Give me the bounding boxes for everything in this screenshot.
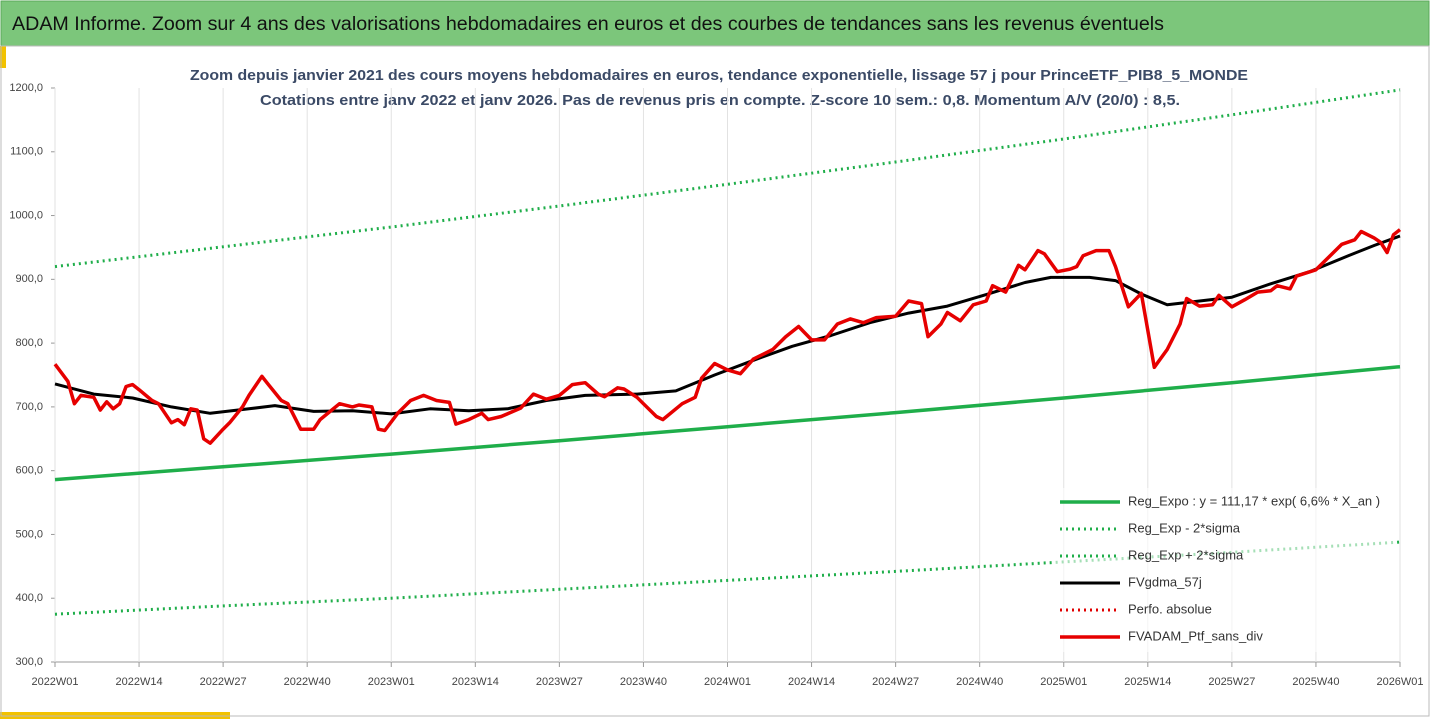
y-tick-label: 1200,0: [9, 82, 43, 94]
x-tick-label: 2026W01: [1376, 676, 1423, 688]
y-tick-label: 300,0: [15, 656, 43, 668]
y-tick-label: 800,0: [15, 337, 43, 349]
y-tick-label: 600,0: [15, 465, 43, 477]
x-tick-label: 2025W40: [1292, 676, 1339, 688]
x-tick-label: 2022W40: [284, 676, 331, 688]
legend-label: FVADAM_Ptf_sans_div: [1128, 628, 1263, 643]
x-tick-label: 2022W14: [116, 676, 163, 688]
x-tick-label: 2025W01: [1040, 676, 1087, 688]
x-tick-label: 2023W14: [452, 676, 499, 688]
y-tick-label: 500,0: [15, 528, 43, 540]
legend-label: Reg_Exp - 2*sigma: [1128, 520, 1241, 535]
y-tick-label: 400,0: [15, 592, 43, 604]
accent: [0, 46, 6, 68]
x-tick-label: 2024W40: [956, 676, 1003, 688]
y-tick-label: 1000,0: [9, 209, 43, 221]
x-tick-label: 2022W01: [31, 676, 78, 688]
chart-title: Zoom depuis janvier 2021 des cours moyen…: [190, 67, 1248, 84]
y-tick-label: 700,0: [15, 401, 43, 413]
series-line: [54, 234, 1401, 416]
legend-label: Perfo. absolue: [1128, 601, 1212, 616]
legend-bg: [1054, 488, 1394, 652]
header-bar: [0, 0, 1430, 47]
header-title: ADAM Informe. Zoom sur 4 ans des valoris…: [12, 14, 1164, 35]
x-tick-label: 2023W27: [536, 676, 583, 688]
series-line: [53, 228, 1402, 445]
x-tick-label: 2025W27: [1208, 676, 1255, 688]
x-tick-label: 2023W01: [368, 676, 415, 688]
legend-label: Reg_Expo : y = 111,17 * exp( 6,6% * X_an…: [1128, 493, 1380, 508]
chart-subtitle: Cotations entre janv 2022 et janv 2026. …: [260, 92, 1180, 109]
legend-label: FVgdma_57j: [1128, 574, 1202, 589]
x-tick-label: 2022W27: [200, 676, 247, 688]
x-tick-label: 2024W14: [788, 676, 835, 688]
x-tick-label: 2023W40: [620, 676, 667, 688]
x-tick-label: 2024W27: [872, 676, 919, 688]
x-tick-label: 2024W01: [704, 676, 751, 688]
y-tick-label: 900,0: [15, 273, 43, 285]
x-tick-label: 2025W14: [1124, 676, 1171, 688]
frame: [0, 45, 1430, 717]
legend-label: Reg_Exp + 2*sigma: [1128, 547, 1244, 562]
series-line: [54, 364, 1401, 482]
y-tick-label: 1100,0: [10, 146, 43, 158]
